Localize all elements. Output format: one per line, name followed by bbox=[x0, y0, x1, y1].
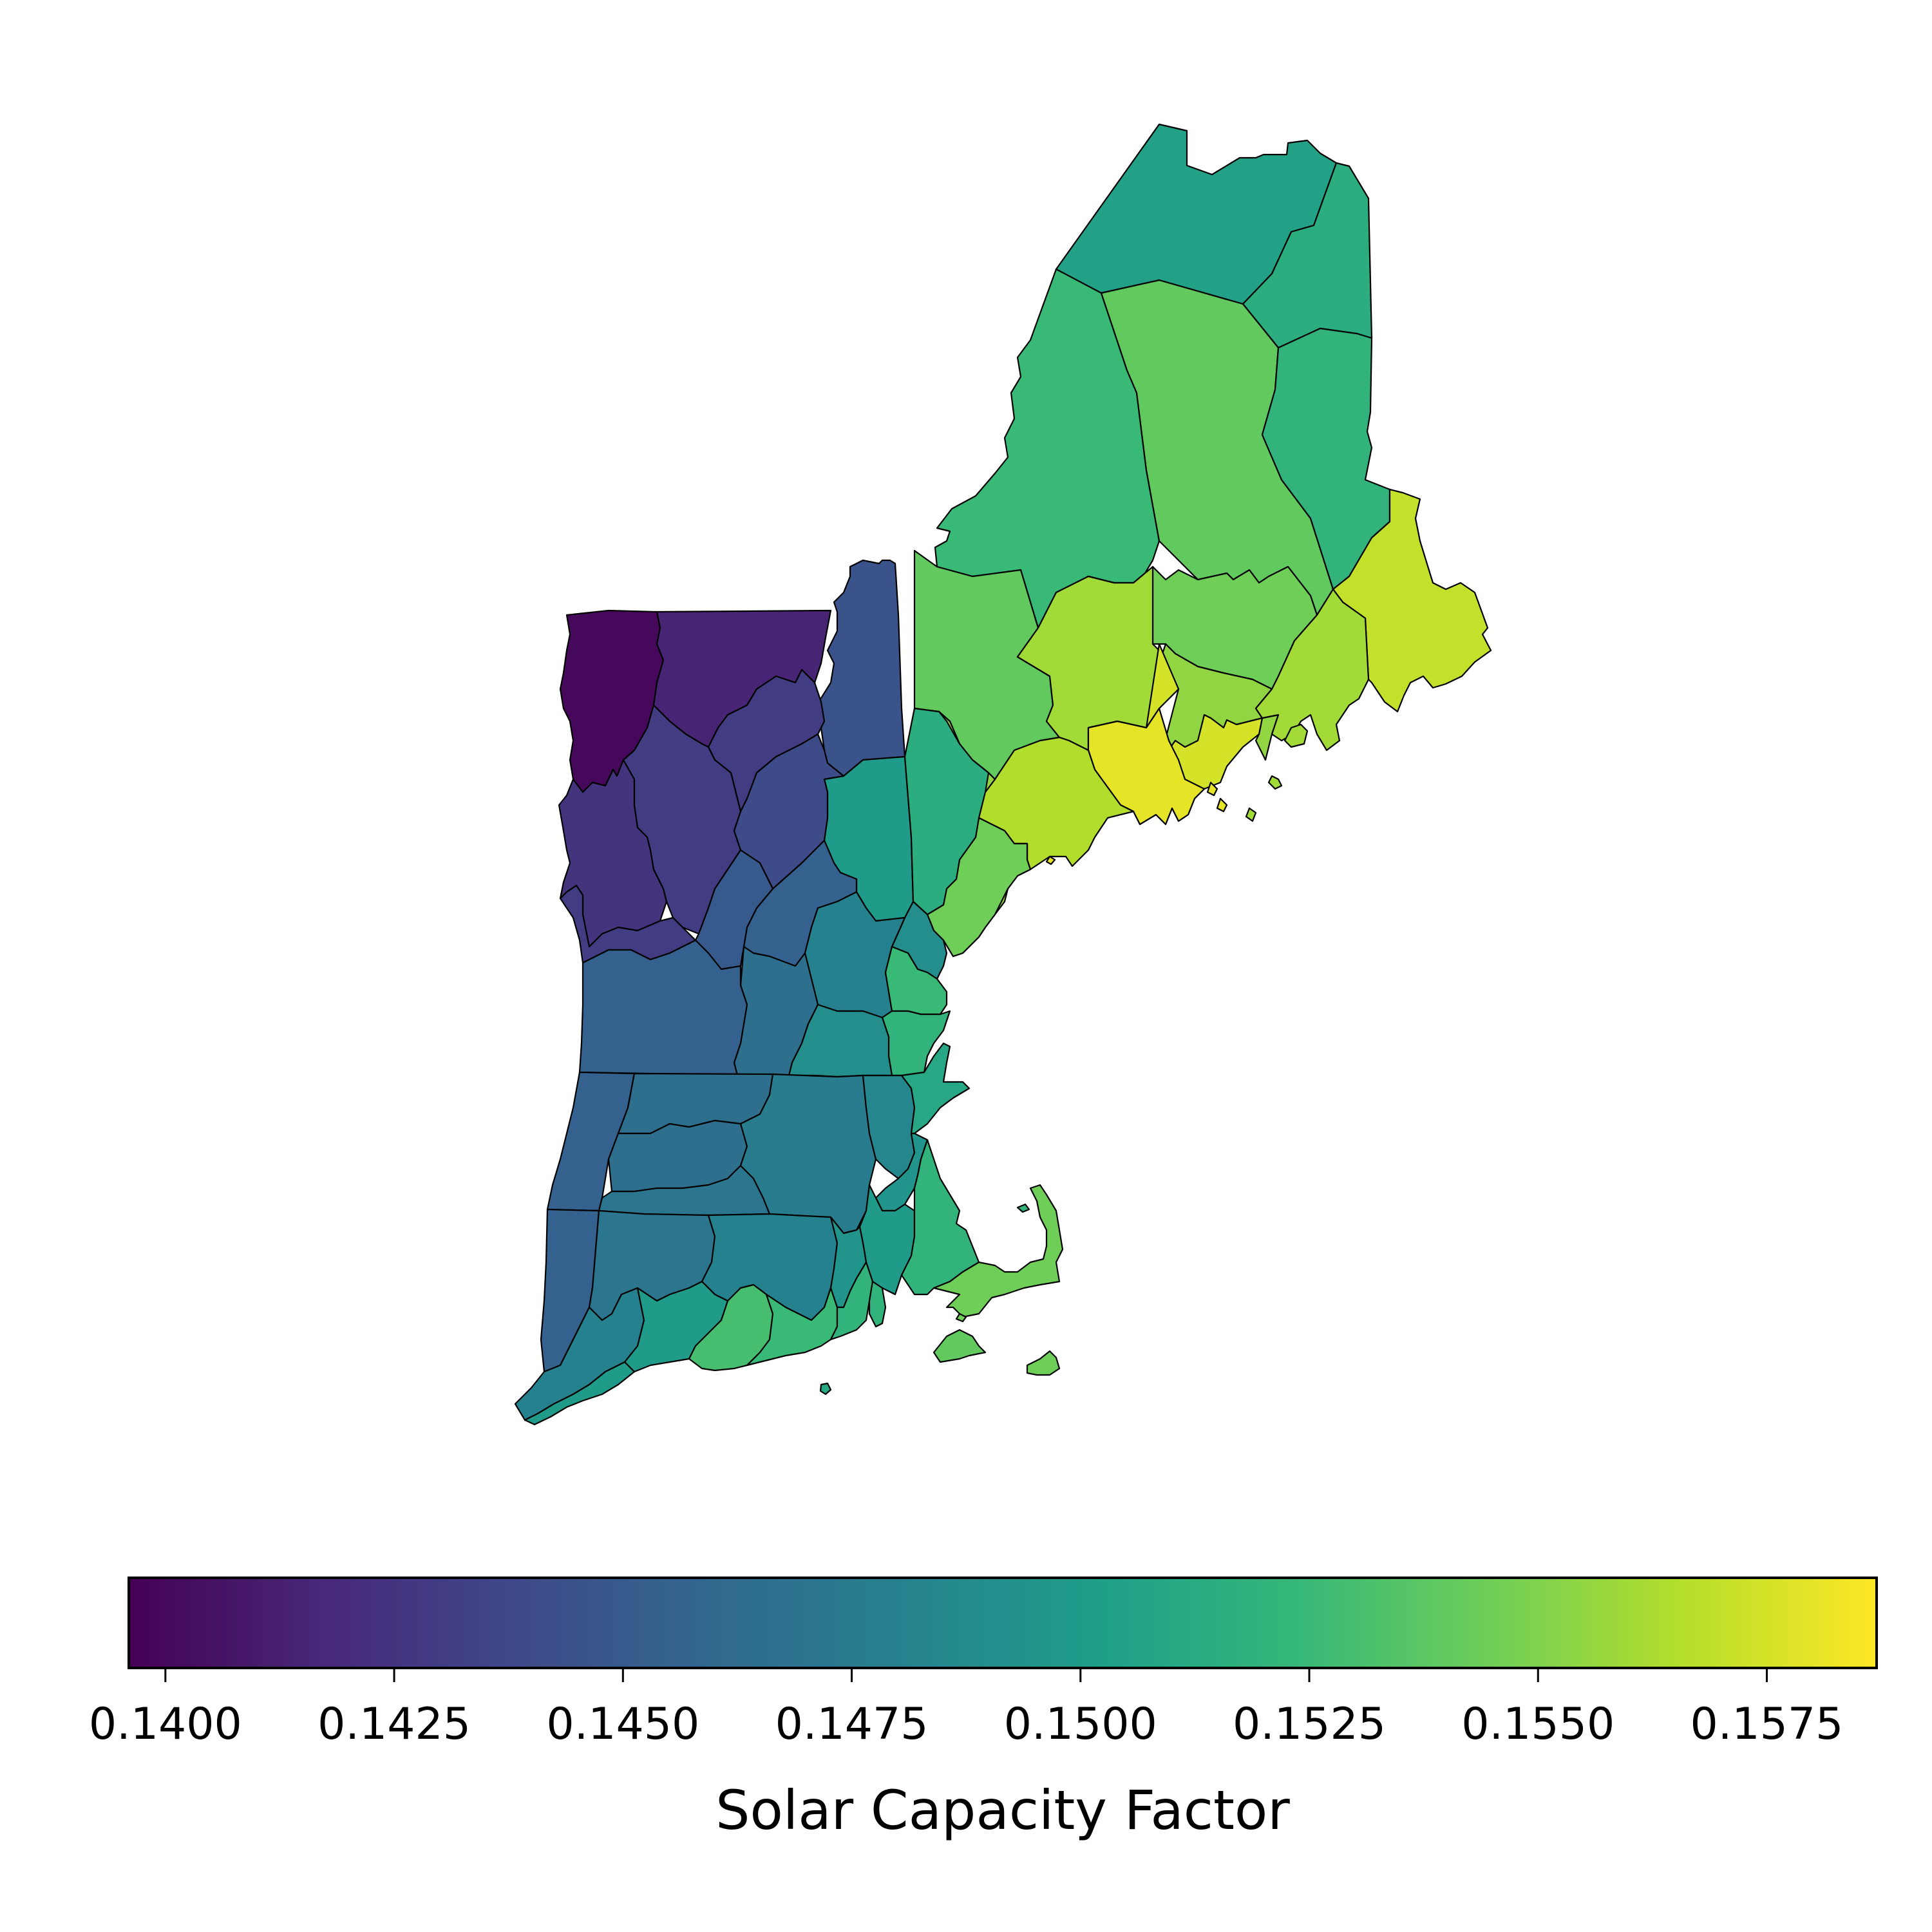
colorbar-label: Solar Capacity Factor bbox=[715, 1779, 1290, 1842]
region-maine-island-2 bbox=[1267, 775, 1283, 790]
region-maine-island-4 bbox=[1216, 797, 1228, 813]
region-ri-block-island bbox=[819, 1382, 832, 1396]
colorbar-tick-label: 0.1525 bbox=[1233, 1699, 1386, 1750]
region-maine-hancock bbox=[1255, 588, 1370, 752]
region-ma-marthas-vineyard bbox=[933, 1329, 987, 1363]
region-maine-knox bbox=[1087, 707, 1206, 826]
colorbar-tick-label: 0.1575 bbox=[1690, 1699, 1844, 1750]
region-ma-islet-1 bbox=[1016, 1203, 1030, 1213]
colorbar-tick-label: 0.1550 bbox=[1461, 1699, 1615, 1750]
region-ct-new-london bbox=[746, 1287, 838, 1367]
colorbar-gradient bbox=[128, 1577, 1878, 1669]
colorbar-tick-label: 0.1425 bbox=[317, 1699, 471, 1750]
region-maine-island-6 bbox=[1045, 855, 1056, 866]
region-ct-shoreline bbox=[524, 1361, 636, 1426]
region-ma-essex bbox=[900, 1042, 971, 1135]
region-ma-islet-2 bbox=[955, 1312, 967, 1323]
region-ma-nantucket bbox=[1026, 1350, 1061, 1376]
region-ri-aquidneck bbox=[868, 1280, 887, 1328]
colorbar-tick-label: 0.1450 bbox=[546, 1699, 699, 1750]
region-maine-island-1 bbox=[1283, 723, 1309, 748]
colorbar: 0.1400 0.1425 0.1450 0.1475 0.1500 0.1525 0.15… bbox=[89, 1577, 1878, 1842]
region-nh-strafford bbox=[884, 945, 948, 1016]
colorbar-ticks: 0.1400 0.1425 0.1450 0.1475 0.1500 0.1525 0.15… bbox=[89, 1668, 1844, 1750]
colorbar-tick-label: 0.1500 bbox=[1004, 1699, 1157, 1750]
colorbar-tick-label: 0.1400 bbox=[89, 1699, 242, 1750]
region-maine-island-5 bbox=[1245, 807, 1257, 822]
colorbar-tick-label: 0.1475 bbox=[775, 1699, 929, 1750]
region-maine-island-3 bbox=[1206, 781, 1218, 797]
region-ma-barnstable bbox=[933, 1184, 1064, 1318]
new-england-map bbox=[514, 123, 1492, 1426]
region-nh-coos bbox=[813, 559, 906, 777]
